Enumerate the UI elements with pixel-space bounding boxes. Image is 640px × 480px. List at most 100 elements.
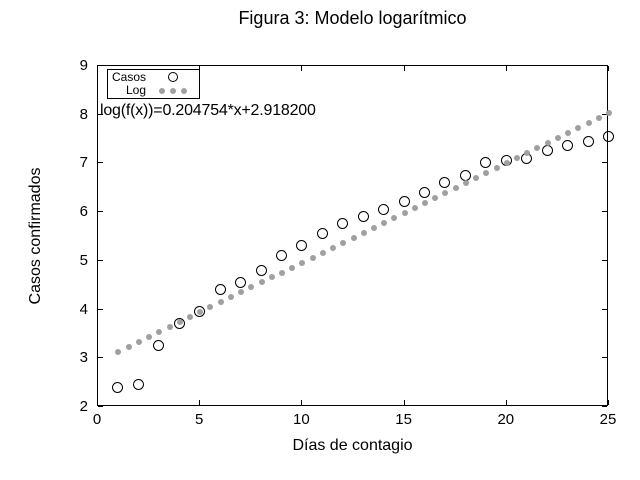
fit-dot-log (524, 149, 531, 156)
fit-dot-log (503, 159, 510, 166)
legend: Casos Log (107, 69, 200, 99)
y-tick (98, 162, 103, 164)
legend-label-log: Log (125, 83, 146, 98)
x-tick-top (608, 66, 609, 71)
fit-dot-log (309, 254, 316, 261)
y-tick-right (602, 211, 607, 213)
gray-dot-icon (158, 87, 165, 94)
y-tick-label: 3 (79, 349, 88, 367)
fit-dot-log (381, 219, 388, 226)
fit-dot-log (360, 229, 367, 236)
x-tick-top (505, 66, 507, 71)
fit-dot-log (197, 309, 204, 316)
y-tick (98, 308, 103, 310)
fit-dot-log (125, 344, 132, 351)
fit-dot-log (575, 124, 582, 131)
fit-dot-log (401, 209, 408, 216)
gray-dot-icon (169, 87, 176, 94)
legend-label-casos: Casos (111, 69, 146, 84)
y-tick-label: 9 (79, 57, 88, 74)
y-tick-right (602, 65, 607, 66)
x-axis-label: Días de contagio (292, 437, 413, 454)
x-tick (403, 400, 405, 405)
y-tick-right (602, 406, 607, 407)
x-tick (505, 400, 507, 405)
fit-dot-log (135, 339, 142, 346)
data-point-casos (153, 340, 165, 352)
y-tick-right (602, 162, 607, 164)
fit-dot-log (268, 274, 275, 281)
data-point-casos (112, 381, 124, 393)
fit-dot-log (146, 334, 153, 341)
data-point-casos (419, 186, 431, 198)
data-point-casos (194, 306, 206, 317)
fit-dot-log (442, 189, 449, 196)
fit-dot-log (544, 139, 551, 146)
y-tick (98, 113, 103, 115)
y-axis-label: Casos confirmados (27, 167, 44, 305)
fit-dot-log (156, 329, 163, 336)
x-tick (608, 400, 609, 405)
y-tick (98, 65, 103, 66)
data-point-casos (357, 211, 369, 222)
y-tick-right (602, 259, 607, 261)
data-point-casos (296, 240, 308, 252)
fit-dot-log (411, 204, 418, 211)
legend-row-casos: Casos (108, 69, 199, 84)
data-point-casos (562, 140, 574, 152)
data-point-casos (173, 318, 185, 330)
y-tick-label: 4 (79, 300, 88, 318)
fit-dot-log (462, 179, 469, 186)
fit-dot-log (452, 184, 459, 191)
open-circle-icon (167, 72, 178, 83)
fit-dot-log (606, 109, 612, 116)
chart-title: Figura 3: Modelo logarítmico (238, 8, 467, 28)
y-tick (98, 259, 103, 261)
fit-dot-log (493, 164, 500, 171)
fit-dot-log (330, 244, 337, 251)
fit-dot-log (473, 174, 480, 181)
fit-dot-log (534, 144, 541, 151)
legend-row-log: Log (108, 84, 199, 97)
fit-dot-log (227, 294, 234, 301)
fit-dot-log (422, 199, 429, 206)
fit-dot-log (217, 299, 224, 306)
data-point-casos (255, 264, 267, 276)
fit-equation: log(f(x))=0.204754*x+2.918200 (100, 102, 316, 119)
y-tick-label: 7 (79, 154, 88, 172)
data-point-casos (582, 135, 594, 147)
x-tick-top (97, 66, 98, 71)
fit-dot-log (186, 314, 193, 321)
x-tick-label: 5 (195, 411, 204, 428)
fit-dot-log (176, 319, 183, 326)
y-tick-label: 5 (79, 251, 88, 269)
data-point-casos (337, 218, 349, 230)
fit-dot-log (370, 224, 377, 231)
y-tick (98, 357, 103, 359)
fit-dot-log (585, 119, 592, 126)
fit-dot-log (350, 234, 357, 241)
plot-area: Casos Log log(f(x))=0.204754*x+2.918200 (97, 65, 614, 407)
fit-dot-log (258, 279, 265, 286)
y-tick (98, 406, 103, 407)
gray-dot-icon (180, 87, 187, 94)
x-tick-label: 25 (599, 411, 617, 428)
x-tick-label: 15 (395, 411, 412, 428)
data-point-casos (398, 196, 410, 208)
x-tick (97, 400, 98, 405)
data-point-casos (316, 228, 328, 240)
fit-dot-log (207, 304, 214, 311)
data-point-casos (459, 169, 471, 181)
x-tick-label: 0 (92, 411, 102, 428)
x-tick-label: 20 (497, 411, 515, 428)
fit-dot-log (278, 269, 285, 276)
fit-dot-log (514, 154, 521, 161)
data-point-casos (214, 284, 226, 296)
data-point-casos (603, 130, 614, 142)
y-tick-right (602, 113, 607, 115)
fit-dot-log (166, 324, 173, 331)
x-tick (301, 400, 303, 405)
fit-dot-log (565, 129, 572, 136)
fit-dot-log (432, 194, 439, 201)
